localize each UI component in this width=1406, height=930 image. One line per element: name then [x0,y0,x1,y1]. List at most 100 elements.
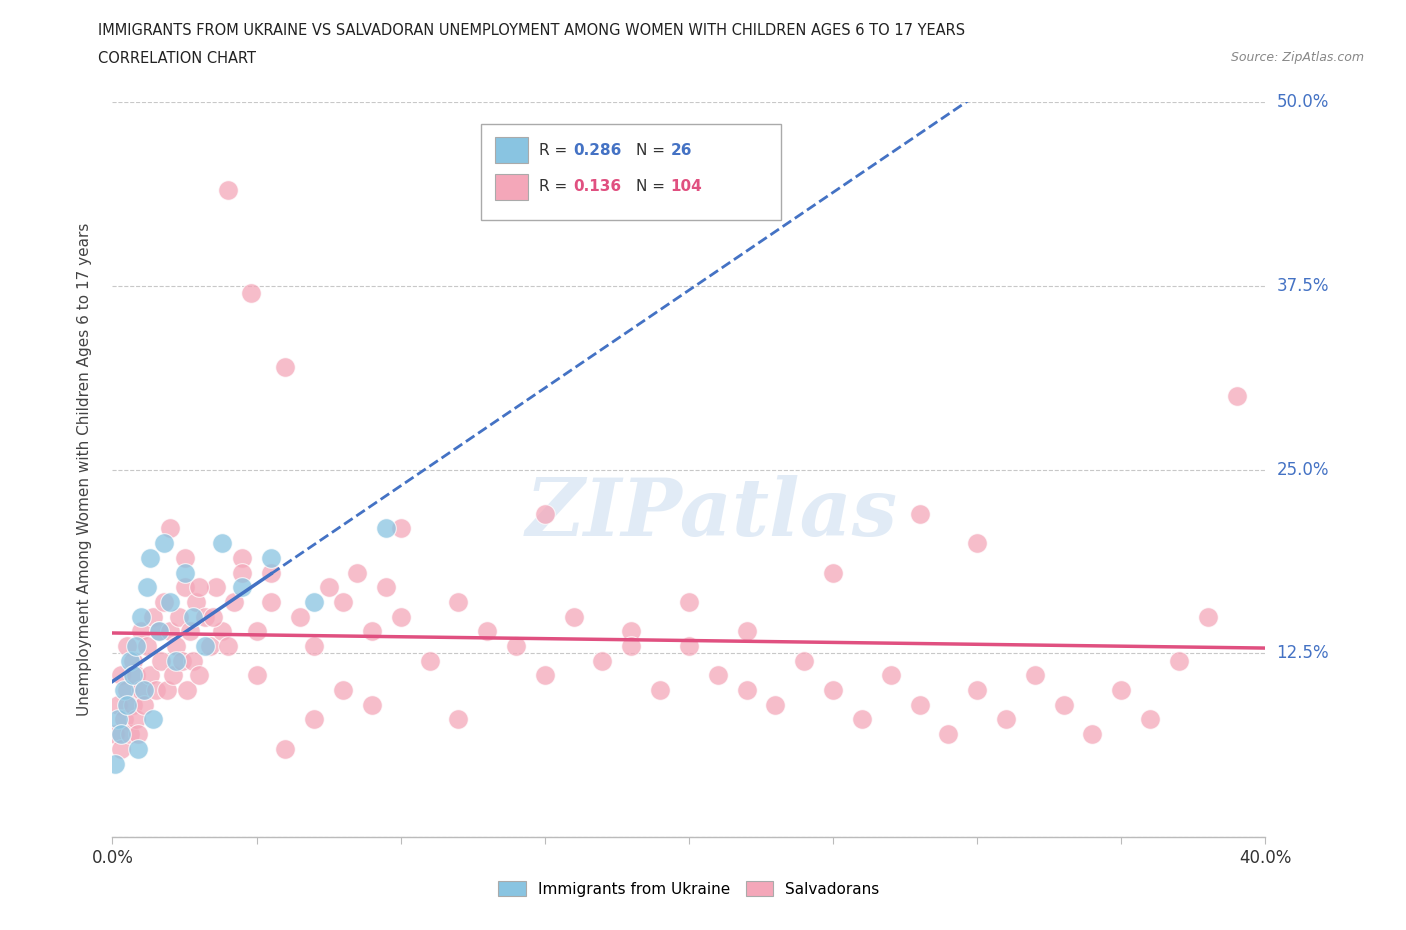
Point [112,683,135,698]
Text: 0.286: 0.286 [574,142,621,157]
Point [534,668,557,683]
Point [908,698,931,712]
Point [318,579,340,594]
Point [389,521,412,536]
Point [148,624,170,639]
Text: 26: 26 [671,142,692,157]
Point [332,594,354,609]
Point [194,639,217,654]
Point [194,609,217,624]
Text: N =: N = [636,142,669,157]
Point [159,594,181,609]
Point [222,594,245,609]
Text: R =: R = [538,142,572,157]
Point [159,521,181,536]
Point [127,726,149,741]
Text: ZIPatlas: ZIPatlas [526,475,898,552]
Point [165,653,187,668]
Point [148,624,170,639]
Point [360,698,382,712]
Point [231,551,253,565]
Point [534,506,557,521]
Point [1197,609,1219,624]
Point [118,653,141,668]
Point [1081,726,1104,741]
Point [1139,712,1161,727]
Point [231,579,253,594]
Legend: Immigrants from Ukraine, Salvadorans: Immigrants from Ukraine, Salvadorans [492,874,886,903]
Point [231,565,253,580]
Point [274,741,297,756]
Text: IMMIGRANTS FROM UKRAINE VS SALVADORAN UNEMPLOYMENT AMONG WOMEN WITH CHILDREN AGE: IMMIGRANTS FROM UKRAINE VS SALVADORAN UN… [98,23,966,38]
Point [107,698,129,712]
Point [142,609,165,624]
Point [110,668,132,683]
Point [966,536,988,551]
FancyBboxPatch shape [481,125,782,219]
Point [153,536,176,551]
Point [260,594,283,609]
Point [211,624,233,639]
Point [260,565,283,580]
Point [274,359,297,374]
Point [136,579,159,594]
Point [142,712,165,727]
Point [173,551,195,565]
Point [447,712,470,727]
Point [129,609,153,624]
Point [851,712,873,727]
Y-axis label: Unemployment Among Women with Children Ages 6 to 17 years: Unemployment Among Women with Children A… [77,223,91,716]
Point [150,653,173,668]
Point [304,594,326,609]
Point [821,565,844,580]
Point [124,712,146,727]
Point [176,683,198,698]
Point [118,726,141,741]
Point [181,653,204,668]
Point [735,624,758,639]
Point [110,726,132,741]
Point [246,624,269,639]
Point [200,639,222,654]
Point [179,624,201,639]
Point [139,668,162,683]
Point [170,653,193,668]
Point [115,683,138,698]
Text: Source: ZipAtlas.com: Source: ZipAtlas.com [1230,51,1364,64]
Point [936,726,959,741]
Point [165,639,187,654]
Point [129,683,153,698]
Text: 104: 104 [671,179,702,194]
Point [995,712,1018,727]
Point [112,712,135,727]
Point [162,668,184,683]
FancyBboxPatch shape [495,137,527,164]
Point [346,565,368,580]
Text: 25.0%: 25.0% [1277,460,1329,479]
Point [217,639,239,654]
Point [121,698,143,712]
Point [1111,683,1133,698]
Point [173,565,195,580]
Point [332,683,354,698]
Point [908,506,931,521]
Point [124,639,146,654]
Point [880,668,903,683]
Point [375,521,398,536]
Point [966,683,988,698]
Text: CORRELATION CHART: CORRELATION CHART [98,51,256,66]
Point [188,579,211,594]
Point [562,609,585,624]
Point [447,594,470,609]
Point [167,609,190,624]
Point [288,609,311,624]
Point [620,639,643,654]
Point [475,624,499,639]
Point [620,624,643,639]
Point [173,579,195,594]
Point [145,683,167,698]
Point [104,756,127,771]
Point [115,698,138,712]
Point [184,594,207,609]
Point [153,594,176,609]
